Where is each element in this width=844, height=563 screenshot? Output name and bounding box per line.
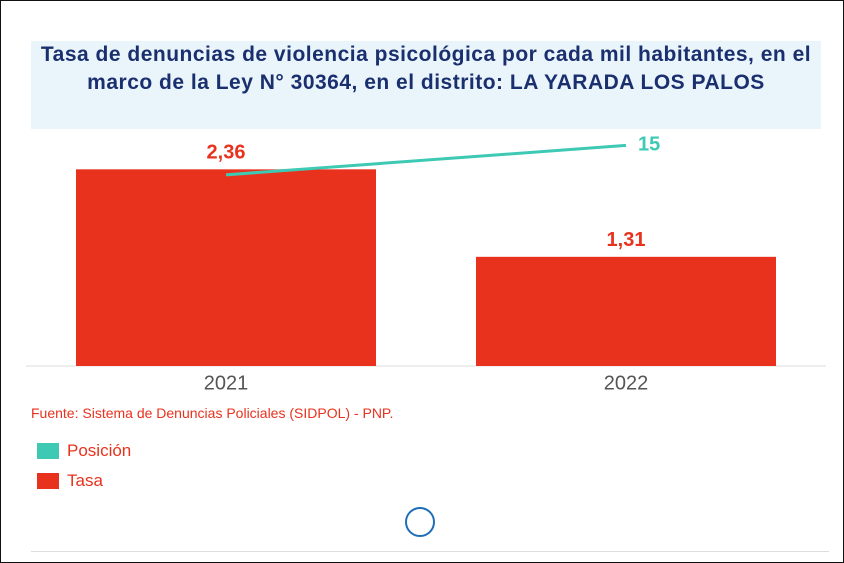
- x-tick-label: 2021: [204, 372, 249, 394]
- legend-label: Tasa: [67, 471, 103, 490]
- legend-label: Posición: [67, 441, 132, 460]
- legend-item: Tasa: [37, 471, 103, 491]
- separator: [31, 551, 829, 552]
- chart: 2021 2022 2,36 1,31 15: [26, 136, 826, 394]
- chart-title: Tasa de denuncias de violencia psicológi…: [31, 41, 821, 129]
- data-label: 2,36: [207, 142, 246, 164]
- legend-swatch: [37, 443, 59, 459]
- data-label: 15: [638, 136, 660, 156]
- radio-icon[interactable]: [405, 507, 435, 537]
- legend-item: Posición: [37, 441, 131, 461]
- x-tick-label: 2022: [604, 372, 649, 394]
- bar: [76, 169, 376, 366]
- source: Fuente: Sistema de Denuncias Policiales …: [31, 405, 394, 421]
- legend-swatch: [37, 473, 59, 489]
- data-label: 1,31: [607, 229, 646, 251]
- line: [225, 143, 627, 177]
- bar: [476, 256, 776, 366]
